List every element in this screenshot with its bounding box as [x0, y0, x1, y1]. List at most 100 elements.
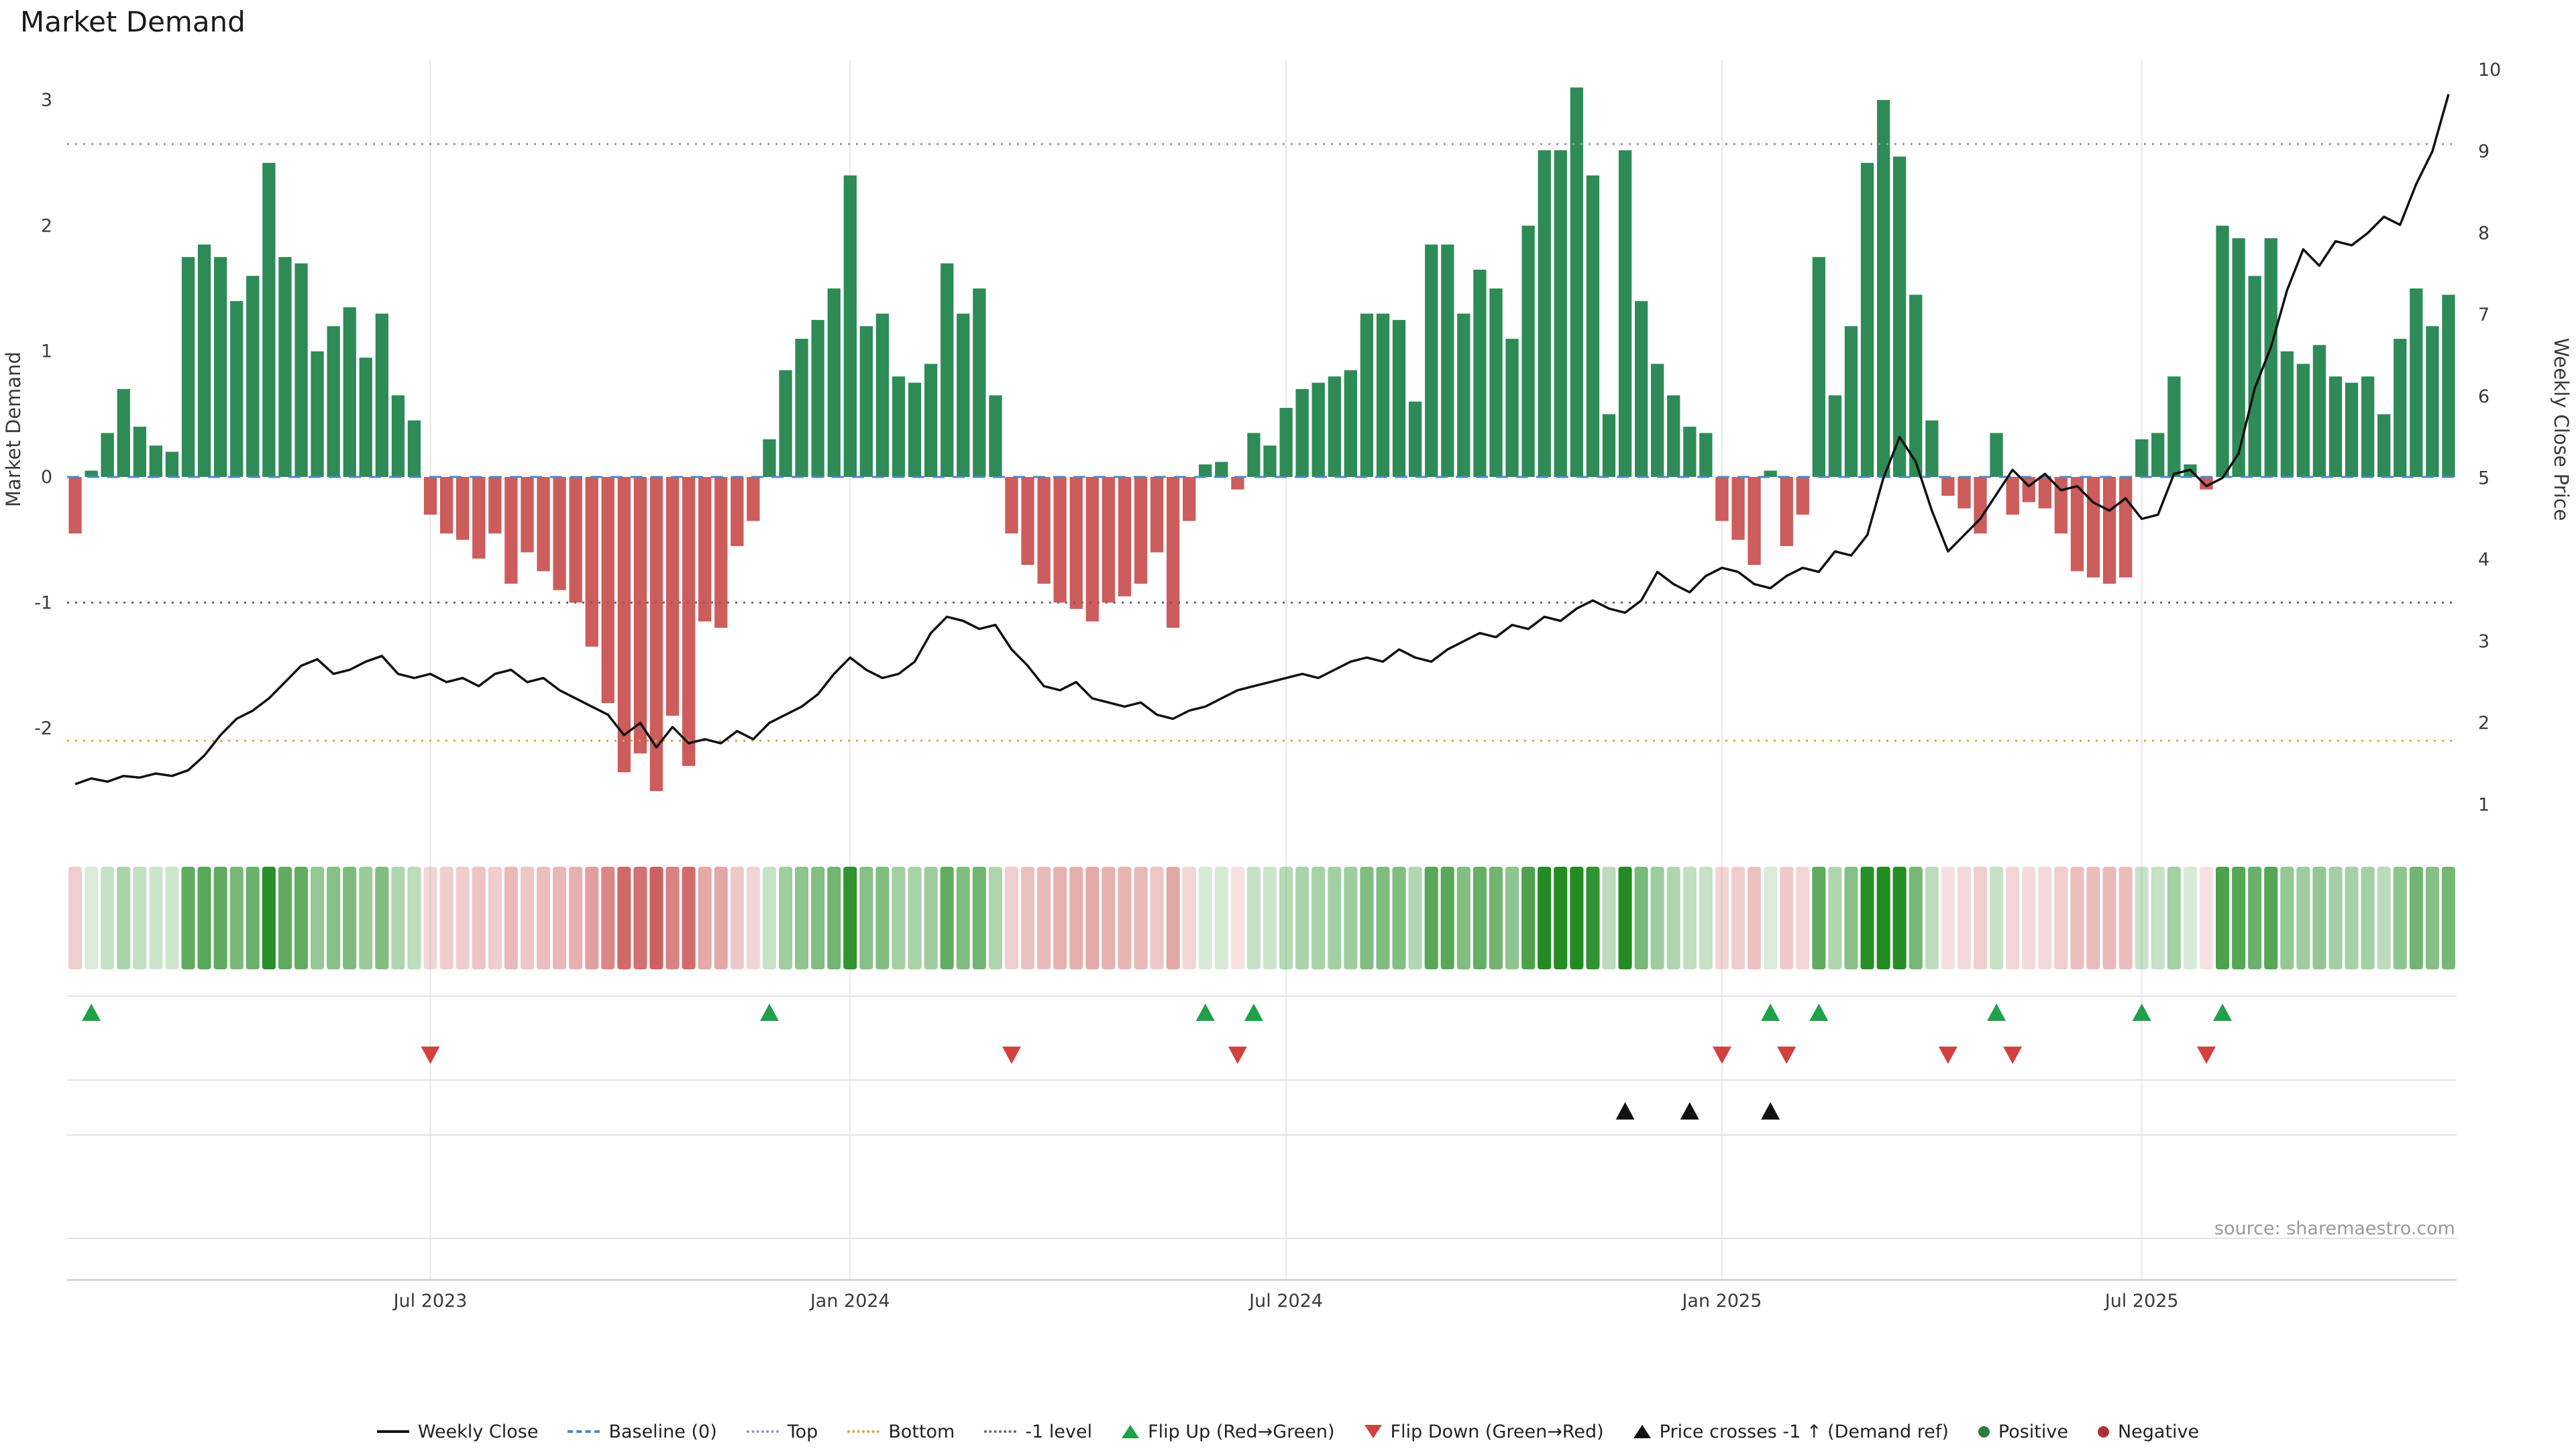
legend-item: Price crosses -1 ↑ (Demand ref)	[1633, 1421, 1949, 1442]
heatmap-cell	[1166, 867, 1180, 969]
demand-bar	[665, 477, 680, 716]
left-tick-label: 0	[41, 467, 52, 488]
chart-title: Market Demand	[20, 5, 246, 38]
heatmap-cell	[859, 867, 873, 969]
demand-bar	[2038, 477, 2051, 508]
triangle-up-icon	[1633, 1425, 1651, 1438]
line-swatch	[568, 1430, 600, 1433]
heatmap-cell	[197, 867, 211, 969]
demand-bar	[1037, 477, 1051, 584]
demand-bar	[1618, 150, 1632, 477]
heatmap-cell	[1311, 867, 1326, 969]
demand-bar	[1263, 445, 1277, 477]
demand-bar	[1586, 175, 1600, 477]
demand-bar	[1844, 326, 1858, 477]
axis-ticks: Jul 2023 Jan 2024 Jul 2024 Jan 2025 Jul 2025…	[34, 60, 2501, 1311]
flip-up-marker	[759, 1004, 779, 1021]
demand-heatmap	[68, 867, 2455, 969]
heatmap-cell	[1472, 867, 1487, 969]
heatmap-cell	[2022, 867, 2036, 969]
heatmap-cell	[2216, 867, 2230, 969]
legend-label: Weekly Close	[417, 1421, 539, 1442]
heatmap-cell	[746, 867, 760, 969]
right-tick-label: 1	[2478, 794, 2489, 815]
heatmap-cell	[1682, 867, 1697, 969]
heatmap-cell	[1456, 867, 1470, 969]
heatmap-cell	[1279, 867, 1293, 969]
heatmap-cell	[1328, 867, 1342, 969]
heatmap-cell	[1263, 867, 1277, 969]
demand-bar	[633, 477, 647, 754]
demand-bar	[1344, 370, 1357, 477]
heatmap-cell	[585, 867, 599, 969]
demand-bar	[1102, 477, 1115, 603]
heatmap-cell	[262, 867, 276, 969]
right-tick-label: 7	[2478, 305, 2489, 325]
legend-item: Flip Up (Red→Green)	[1122, 1421, 1335, 1442]
demand-bar	[1473, 270, 1487, 477]
heatmap-cell	[1150, 867, 1164, 969]
heatmap-cell	[1731, 867, 1746, 969]
heatmap-cell	[439, 867, 453, 969]
demand-bar	[1215, 462, 1228, 477]
heatmap-cell	[1198, 867, 1212, 969]
demand-bar	[649, 477, 663, 792]
heatmap-cell	[1748, 867, 1762, 969]
flip-down-marker	[2196, 1046, 2216, 1064]
demand-bar	[2216, 225, 2229, 477]
legend-label: Bottom	[888, 1421, 955, 1442]
left-tick-label: 2	[41, 215, 52, 236]
heatmap-cell	[1440, 867, 1454, 969]
demand-bar	[2167, 376, 2181, 477]
demand-bar	[1360, 313, 1374, 477]
flip-down-marker	[421, 1046, 440, 1064]
price-line	[74, 94, 2450, 786]
demand-bar	[908, 382, 922, 477]
triangle-up-icon	[1122, 1425, 1140, 1438]
demand-bar	[843, 175, 857, 477]
heatmap-cell	[698, 867, 712, 969]
heatmap-cell	[1602, 867, 1616, 969]
heatmap-cell	[1069, 867, 1083, 969]
heatmap-cell	[2006, 867, 2020, 969]
demand-bar	[1909, 294, 1923, 477]
demand-bar	[2232, 238, 2245, 477]
demand-bar	[2006, 477, 2019, 515]
heatmap-cell	[956, 867, 970, 969]
demand-bar	[278, 257, 292, 477]
heatmap-cell	[1990, 867, 2004, 969]
heatmap-cell	[843, 867, 857, 969]
heatmap-cell	[327, 867, 341, 969]
heatmap-cell	[2038, 867, 2052, 969]
heatmap-cell	[601, 867, 615, 969]
legend-item: Top	[746, 1421, 818, 1442]
left-axis-title: Market Demand	[2, 352, 25, 507]
demand-bar	[2442, 294, 2455, 477]
heatmap-cell	[359, 867, 373, 969]
heatmap-cell	[811, 867, 825, 969]
demand-bar	[246, 276, 260, 477]
demand-bar	[197, 244, 211, 477]
demand-bar	[133, 427, 146, 477]
legend-label: Flip Up (Red→Green)	[1148, 1421, 1335, 1442]
demand-bar	[1635, 301, 1648, 477]
heatmap-cell	[85, 867, 99, 969]
demand-bar	[1651, 364, 1664, 477]
heatmap-cell	[827, 867, 841, 969]
heatmap-cell	[1570, 867, 1584, 969]
dot-icon	[2097, 1426, 2109, 1438]
right-tick-label: 4	[2478, 549, 2489, 570]
demand-bar	[2070, 477, 2084, 572]
demand-bar	[1521, 225, 1535, 477]
demand-bar	[747, 477, 760, 521]
demand-bar	[1602, 414, 1616, 478]
heatmap-cell	[1085, 867, 1099, 969]
demand-bar	[1764, 470, 1777, 477]
demand-bar	[2377, 414, 2391, 478]
demand-bar	[1748, 477, 1761, 566]
heatmap-cell	[1586, 867, 1600, 969]
demand-bar	[1199, 464, 1212, 477]
heatmap-cell	[1004, 867, 1018, 969]
demand-bar	[440, 477, 453, 534]
demand-bar	[1731, 477, 1745, 540]
